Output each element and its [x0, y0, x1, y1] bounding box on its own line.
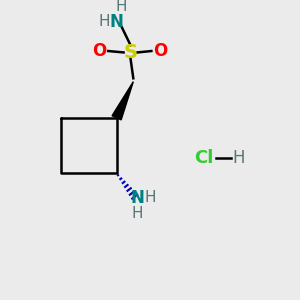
- Text: O: O: [153, 42, 168, 60]
- Text: H: H: [233, 149, 245, 167]
- Text: H: H: [116, 0, 127, 14]
- Text: S: S: [124, 43, 137, 62]
- Text: H: H: [99, 14, 110, 29]
- Text: N: N: [130, 190, 144, 208]
- Polygon shape: [112, 82, 133, 120]
- Text: Cl: Cl: [195, 149, 214, 167]
- Text: O: O: [92, 42, 106, 60]
- Text: N: N: [110, 13, 124, 31]
- Text: H: H: [132, 206, 143, 221]
- Text: H: H: [145, 190, 156, 206]
